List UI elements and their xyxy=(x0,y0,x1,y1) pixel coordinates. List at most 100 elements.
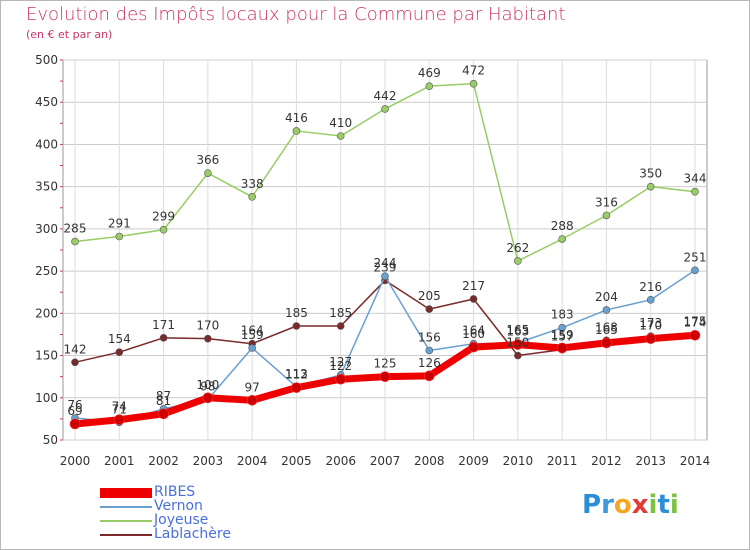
data-point xyxy=(645,333,657,344)
data-label: 69 xyxy=(67,404,82,418)
data-point xyxy=(336,132,345,140)
data-label: 97 xyxy=(245,380,260,394)
data-label: 125 xyxy=(374,357,397,371)
logo-letter: i xyxy=(648,490,658,520)
data-point xyxy=(69,418,81,430)
data-label: 205 xyxy=(418,289,441,303)
y-tick-label: 50 xyxy=(43,433,58,447)
data-label: 316 xyxy=(595,195,618,209)
data-point xyxy=(469,295,478,303)
x-tick-label: 2009 xyxy=(458,454,489,468)
logo-letter: t xyxy=(657,490,670,520)
x-tick-label: 2007 xyxy=(370,454,401,468)
legend-item-lablachère: Lablachère xyxy=(100,526,320,542)
data-point xyxy=(556,342,568,354)
legend-swatch xyxy=(100,534,152,536)
data-label: 174 xyxy=(684,315,707,329)
data-label: 159 xyxy=(241,328,264,342)
data-point xyxy=(246,395,258,406)
data-label: 244 xyxy=(374,256,397,270)
data-label: 98 xyxy=(200,379,215,393)
data-label: 112 xyxy=(285,368,308,382)
data-label: 165 xyxy=(506,323,529,337)
data-label: 291 xyxy=(108,216,131,230)
y-tick-label: 250 xyxy=(35,264,58,278)
data-label: 160 xyxy=(462,327,485,341)
data-point xyxy=(558,323,566,332)
data-label: 113 xyxy=(285,367,308,381)
data-point xyxy=(291,382,302,393)
data-label: 288 xyxy=(551,219,574,233)
data-point xyxy=(691,266,699,275)
x-tick-label: 2006 xyxy=(325,454,356,468)
data-point xyxy=(248,193,256,201)
legend-swatch xyxy=(100,520,152,522)
x-tick-label: 2014 xyxy=(680,454,711,468)
y-tick-label: 350 xyxy=(35,180,58,194)
data-point xyxy=(159,334,168,342)
data-label: 127 xyxy=(329,355,352,369)
x-tick-label: 2010 xyxy=(503,454,534,468)
data-label: 204 xyxy=(595,290,618,304)
data-point xyxy=(602,306,611,314)
legend-swatch xyxy=(100,506,152,508)
legend-label: Joyeuse xyxy=(154,512,209,528)
legend-label: Lablachère xyxy=(154,526,231,542)
y-tick-label: 150 xyxy=(35,349,58,363)
data-point xyxy=(601,337,612,349)
legend-swatch xyxy=(100,488,152,498)
data-point xyxy=(159,225,168,234)
data-point xyxy=(71,358,79,367)
data-point xyxy=(425,346,434,355)
data-label: 159 xyxy=(551,328,574,342)
data-point xyxy=(646,182,655,191)
data-label: 150 xyxy=(506,336,529,350)
chart-subtitle: (en € et par an) xyxy=(26,28,113,41)
x-tick-label: 2004 xyxy=(237,454,268,468)
data-point xyxy=(469,79,478,88)
data-label: 416 xyxy=(285,111,308,125)
data-point xyxy=(425,305,434,313)
data-point xyxy=(158,408,169,420)
data-label: 100 xyxy=(196,378,219,392)
logo-letter: x xyxy=(631,490,649,520)
data-label: 185 xyxy=(329,306,352,320)
data-label: 171 xyxy=(152,318,175,332)
legend-label: Vernon xyxy=(154,498,203,514)
data-label: 442 xyxy=(374,89,397,103)
data-label: 81 xyxy=(156,394,171,408)
data-label: 366 xyxy=(196,153,219,167)
data-label: 164 xyxy=(241,324,264,338)
logo-letter: P xyxy=(582,490,602,520)
data-point xyxy=(691,187,699,196)
data-label: 168 xyxy=(595,320,618,334)
data-label: 76 xyxy=(67,398,82,412)
chart-title: Evolution des Impôts locaux pour la Comm… xyxy=(26,4,566,25)
data-point xyxy=(512,339,524,350)
data-label: 126 xyxy=(418,356,441,370)
data-point xyxy=(381,272,389,280)
x-tick-label: 2005 xyxy=(281,454,312,468)
data-point xyxy=(292,127,301,135)
x-tick-label: 2002 xyxy=(148,454,179,468)
x-tick-label: 2008 xyxy=(414,454,445,468)
data-label: 344 xyxy=(684,172,707,186)
data-label: 239 xyxy=(374,260,397,274)
x-tick-label: 2012 xyxy=(591,454,622,468)
data-label: 472 xyxy=(462,64,485,78)
data-label: 285 xyxy=(64,222,87,236)
y-tick-label: 100 xyxy=(35,391,58,405)
data-label: 170 xyxy=(196,319,219,333)
data-label: 262 xyxy=(506,241,529,255)
data-label: 156 xyxy=(418,330,441,344)
data-label: 183 xyxy=(551,308,574,322)
data-point xyxy=(115,232,124,241)
data-point xyxy=(689,329,701,341)
data-point xyxy=(646,296,655,304)
data-point xyxy=(379,371,391,382)
x-tick-label: 2011 xyxy=(547,454,578,468)
data-point xyxy=(248,344,256,352)
x-tick-label: 2003 xyxy=(193,454,224,468)
data-point xyxy=(514,257,522,265)
data-point xyxy=(425,82,434,90)
